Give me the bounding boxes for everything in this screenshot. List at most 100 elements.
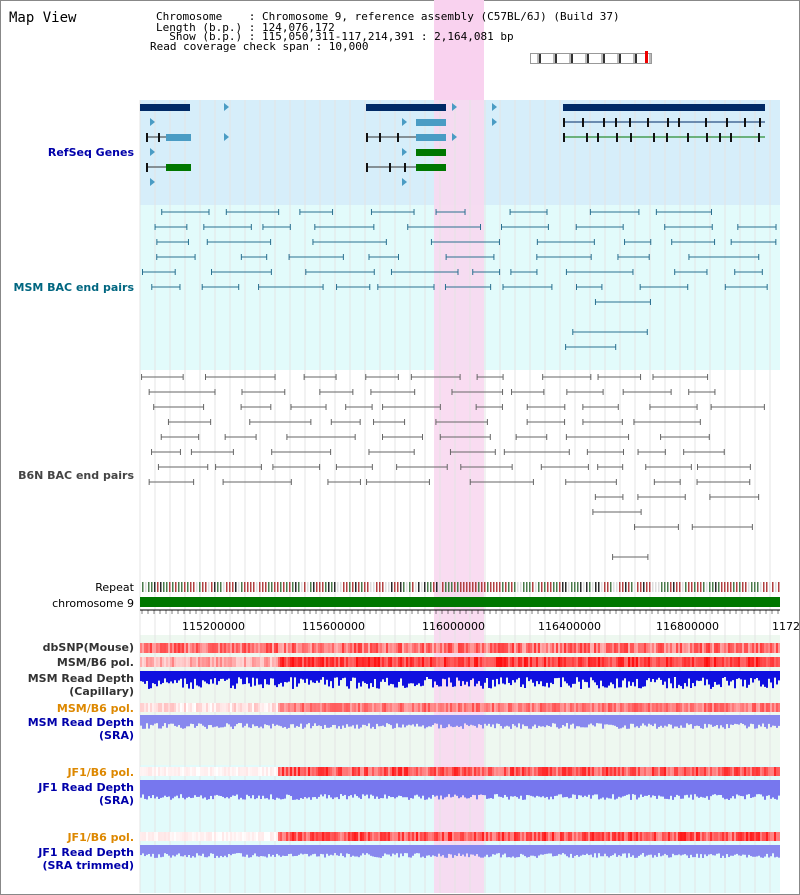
msm-pol-sra-cell — [172, 703, 174, 712]
dbsnp-cell — [296, 643, 298, 653]
jf1-depth-sra-bar — [150, 780, 152, 799]
msm-pol-sra-cell — [402, 703, 404, 712]
dbsnp-cell — [346, 643, 348, 653]
repeat-mark — [475, 582, 477, 592]
jf1-pol-cell — [642, 767, 644, 776]
msm-pol-sra-cell — [546, 703, 548, 712]
repeat-mark — [367, 582, 369, 592]
msm-pol-cell — [650, 657, 652, 667]
jf1-pol-cell — [144, 767, 146, 776]
msm-pol-sra-cell — [698, 703, 700, 712]
jf1-pol-cell — [280, 767, 282, 776]
jf1-pol-cell — [602, 767, 604, 776]
jf1-pol-cell — [288, 767, 290, 776]
jf1-pol-trimmed-cell — [216, 832, 218, 841]
jf1-pol-trimmed-cell — [590, 832, 592, 841]
jf1-depth-trimmed-bar — [448, 845, 450, 854]
jf1-pol-cell — [484, 767, 486, 776]
dbsnp-cell — [250, 643, 252, 653]
jf1-depth-sra-bar — [746, 780, 748, 795]
msm-pol-cell — [708, 657, 710, 667]
jf1-depth-sra-bar — [656, 780, 658, 799]
jf1-pol-cell — [248, 767, 250, 776]
jf1-depth-sra-bar — [730, 780, 732, 799]
msm-depth-capillary-bar — [458, 671, 460, 681]
msm-depth-sra-bar — [716, 715, 718, 726]
jf1-depth-trimmed-bar — [234, 845, 236, 854]
jf1-pol-trimmed-cell — [346, 832, 348, 841]
jf1-pol-cell — [428, 767, 430, 776]
msm-pol-cell — [444, 657, 446, 667]
jf1-pol-trimmed-cell — [692, 832, 694, 841]
jf1-depth-trimmed-bar — [528, 845, 530, 857]
msm-pol-sra-cell — [646, 703, 648, 712]
jf1-pol-cell — [600, 767, 602, 776]
jf1-pol-trimmed-cell — [544, 832, 546, 841]
chromosome-ideogram[interactable] — [530, 53, 652, 64]
jf1-depth-sra-bar — [168, 780, 170, 797]
jf1-depth-trimmed-bar — [414, 845, 416, 854]
jf1-pol-cell — [356, 767, 358, 776]
jf1-depth-trimmed-bar — [764, 845, 766, 857]
repeat-mark — [742, 582, 744, 592]
jf1-pol-trimmed-cell — [650, 832, 652, 841]
msm-pol-sra-cell — [650, 703, 652, 712]
repeat-mark — [328, 582, 330, 592]
dbsnp-cell — [162, 643, 164, 653]
repeat-track-label: Repeat — [95, 581, 134, 594]
msm-depth-capillary-bar — [320, 671, 322, 680]
dbsnp-cell — [262, 643, 264, 653]
msm-depth-sra-bar — [738, 715, 740, 725]
msm-depth-sra-bar — [646, 715, 648, 727]
jf1-depth-trimmed-bar — [324, 845, 326, 858]
dbsnp-cell — [578, 643, 580, 653]
msm-pol-cell — [222, 657, 224, 667]
repeat-mark — [514, 582, 516, 592]
jf1-depth-sra-bar — [472, 780, 474, 795]
jf1-pol-trimmed-cell — [230, 832, 232, 841]
jf1-pol-cell — [440, 767, 442, 776]
dbsnp-cell — [252, 643, 254, 653]
jf1-pol-cell — [664, 767, 666, 776]
jf1-depth-trimmed-bar — [280, 845, 282, 857]
jf1-pol-cell — [400, 767, 402, 776]
msm-depth-capillary-bar — [520, 671, 522, 687]
jf1-depth-trimmed-bar — [308, 845, 310, 857]
jf1-pol-trimmed-cell — [386, 832, 388, 841]
msm-pol-cell — [528, 657, 530, 667]
msm-depth-sra-bar — [338, 715, 340, 727]
dbsnp-cell — [234, 643, 236, 653]
repeat-mark — [451, 582, 453, 592]
msm-depth-sra-bar — [570, 715, 572, 725]
jf1-depth-trimmed-bar — [222, 845, 224, 858]
msm-depth-sra-bar — [612, 715, 614, 726]
jf1-depth-trimmed-bar — [224, 845, 226, 856]
msm-depth-capillary-bar — [184, 671, 186, 679]
dbsnp-cell — [380, 643, 382, 653]
msm-pol-sra-cell — [236, 703, 238, 712]
msm-pol-cell — [664, 657, 666, 667]
msm-depth-sra-bar — [164, 715, 166, 724]
dbsnp-cell — [440, 643, 442, 653]
dbsnp-cell — [648, 643, 650, 653]
msm-pol-cell — [350, 657, 352, 667]
jf1-depth-trimmed-bar — [710, 845, 712, 855]
jf1-depth-sra-bar — [552, 780, 554, 800]
jf1-depth-trimmed-bar — [716, 845, 718, 854]
jf1-depth-trimmed-bar — [268, 845, 270, 855]
jf1-depth-sra-bar — [186, 780, 188, 798]
msm-depth-capillary-bar — [568, 671, 570, 686]
dbsnp-cell — [682, 643, 684, 653]
dbsnp-cell — [696, 643, 698, 653]
jf1-pol-cell — [458, 767, 460, 776]
jf1-depth-sra-bar — [176, 780, 178, 796]
msm-pol-sra-cell — [656, 703, 658, 712]
msm-depth-capillary-bar — [522, 671, 524, 685]
jf1-pol-trimmed-cell — [252, 832, 254, 841]
repeat-mark — [769, 582, 771, 592]
jf1-pol-trimmed-cell — [588, 832, 590, 841]
jf1-pol-trimmed-cell — [250, 832, 252, 841]
jf1-depth-trimmed-bar — [182, 845, 184, 857]
repeat-mark — [178, 582, 180, 592]
